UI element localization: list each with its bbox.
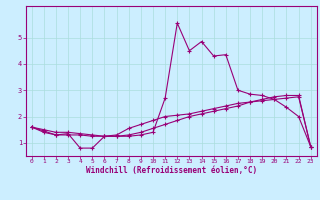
X-axis label: Windchill (Refroidissement éolien,°C): Windchill (Refroidissement éolien,°C) bbox=[86, 166, 257, 175]
